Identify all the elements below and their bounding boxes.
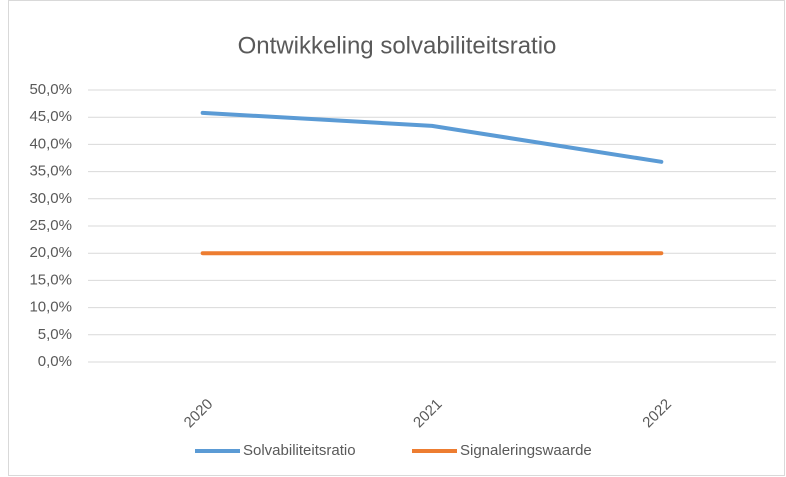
y-tick-label: 45,0% [29, 108, 72, 125]
series-line [200, 110, 664, 164]
y-tick-label: 5,0% [38, 326, 72, 343]
y-tick-label: 20,0% [29, 244, 72, 261]
y-tick-label: 35,0% [29, 163, 72, 180]
y-tick-label: 10,0% [29, 299, 72, 316]
y-tick-label: 30,0% [29, 190, 72, 207]
y-tick-label: 25,0% [29, 217, 72, 234]
y-tick-label: 40,0% [29, 135, 72, 152]
chart-frame [8, 0, 785, 476]
y-tick-label: 15,0% [29, 271, 72, 288]
chart-title: Ontwikkeling solvabiliteitsratio [238, 32, 557, 59]
y-tick-label: 0,0% [38, 353, 72, 370]
y-tick-label: 50,0% [29, 81, 72, 98]
legend-label: Signaleringswaarde [460, 442, 592, 459]
legend-label: Solvabiliteitsratio [243, 442, 356, 459]
